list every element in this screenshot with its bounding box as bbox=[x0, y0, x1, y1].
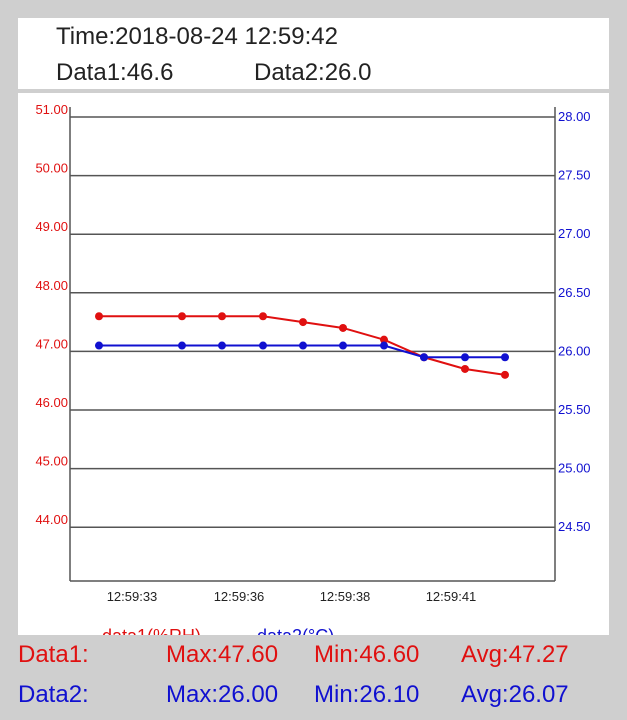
data-point-1 bbox=[218, 312, 226, 321]
right-tick-label: 25.50 bbox=[558, 402, 591, 417]
legend-data1: data1(%RH) bbox=[102, 626, 201, 635]
right-tick-label: 25.00 bbox=[558, 461, 591, 476]
left-tick-label: 48.00 bbox=[35, 278, 68, 293]
data-point-2 bbox=[218, 341, 226, 350]
right-tick-label: 28.00 bbox=[558, 109, 591, 124]
left-tick-label: 51.00 bbox=[35, 102, 68, 117]
chart-panel: 44.00 45.00 46.00 47.00 48.00 49.00 50.00 51.00… bbox=[18, 93, 609, 635]
data-point-2 bbox=[501, 353, 509, 362]
left-tick-label: 50.00 bbox=[35, 161, 68, 176]
stats-panel: Data1: Max:47.60 Min:46.60 Avg:47.27 Dat… bbox=[0, 635, 627, 720]
left-tick-label: 49.00 bbox=[35, 219, 68, 234]
right-tick-label: 26.50 bbox=[558, 285, 591, 300]
series-line-2 bbox=[99, 344, 505, 359]
data-point-1 bbox=[299, 318, 307, 327]
data-point-2 bbox=[299, 341, 307, 350]
data2-label: Data2: bbox=[18, 681, 89, 708]
data1-min: Min:46.60 bbox=[314, 641, 420, 668]
left-tick-label: 45.00 bbox=[35, 454, 68, 469]
left-tick-label: 46.00 bbox=[35, 395, 68, 410]
data-point-1 bbox=[178, 312, 186, 321]
left-tick-label: 44.00 bbox=[35, 512, 68, 527]
data-point-1 bbox=[461, 364, 469, 373]
data-point-1 bbox=[339, 323, 347, 332]
right-tick-label: 26.00 bbox=[558, 343, 591, 358]
data-point-2 bbox=[420, 353, 428, 362]
data-point-1 bbox=[95, 312, 103, 321]
data1-max: Max:47.60 bbox=[166, 641, 279, 668]
x-tick-label: 12:59:33 bbox=[107, 589, 158, 604]
data-point-2 bbox=[95, 341, 103, 350]
data2-readout: Data2:26.0 bbox=[254, 59, 372, 86]
data-point-1 bbox=[259, 312, 267, 321]
readout-header: Time:2018-08-24 12:59:42 Data1:46.6 Data… bbox=[18, 18, 609, 89]
left-tick-label: 47.00 bbox=[35, 336, 68, 351]
series-line-1 bbox=[99, 315, 506, 376]
data-point-1 bbox=[380, 335, 388, 344]
data-point-2 bbox=[178, 341, 186, 350]
data2-max: Max:26.00 bbox=[166, 681, 279, 708]
time-readout: Time:2018-08-24 12:59:42 bbox=[56, 23, 338, 50]
data-point-2 bbox=[461, 353, 469, 362]
data2-min: Min:26.10 bbox=[314, 681, 420, 708]
legend-data2: data2(°C) bbox=[257, 626, 334, 635]
data1-readout: Data1:46.6 bbox=[56, 59, 174, 86]
x-tick-label: 12:59:38 bbox=[320, 589, 371, 604]
data-point-1 bbox=[501, 370, 509, 379]
x-tick-label: 12:59:41 bbox=[426, 589, 477, 604]
data2-avg: Avg:26.07 bbox=[461, 681, 569, 708]
data-point-2 bbox=[339, 341, 347, 350]
right-tick-label: 27.50 bbox=[558, 168, 591, 183]
right-tick-label: 27.00 bbox=[558, 226, 591, 241]
right-tick-label: 24.50 bbox=[558, 519, 591, 534]
line-chart: 44.00 45.00 46.00 47.00 48.00 49.00 50.00 51.00… bbox=[35, 102, 591, 635]
x-tick-label: 12:59:36 bbox=[214, 589, 265, 604]
data-point-2 bbox=[259, 341, 267, 350]
data1-avg: Avg:47.27 bbox=[461, 641, 569, 668]
data1-label: Data1: bbox=[18, 641, 89, 668]
data-point-2 bbox=[380, 341, 388, 350]
